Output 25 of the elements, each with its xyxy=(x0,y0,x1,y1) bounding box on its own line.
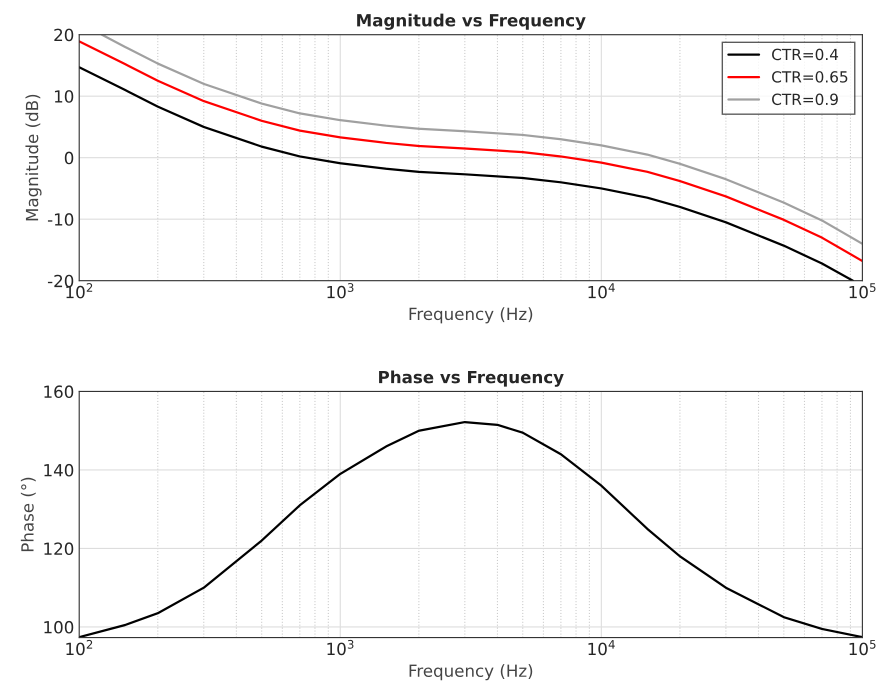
y-tick-label: 160 xyxy=(44,385,74,398)
y-tick-label: -20 xyxy=(48,274,74,288)
x-tick-label: 10$^{4}$ xyxy=(588,640,615,656)
chart-title: Magnitude vs Frequency xyxy=(357,14,586,30)
y-axis-title: Magnitude (dB) xyxy=(25,94,42,220)
y-tick-label: -10 xyxy=(48,213,74,226)
legend-label: CTR=0.9 xyxy=(772,94,838,106)
x-axis-title: Frequency (Hz) xyxy=(410,307,532,324)
y-tick-label: 140 xyxy=(44,464,74,477)
x-tick-label: 10$^{5}$ xyxy=(850,640,876,656)
legend-label: CTR=0.65 xyxy=(772,71,848,83)
x-tick-label: 10$^{5}$ xyxy=(850,283,876,298)
y-tick-label: 10 xyxy=(54,90,74,103)
x-axis-title: Frequency (Hz) xyxy=(410,664,532,680)
y-tick-label: 100 xyxy=(44,620,74,634)
x-tick-label: 10$^{3}$ xyxy=(327,640,354,656)
x-tick-label: 10$^{4}$ xyxy=(588,283,615,298)
x-tick-label: 10$^{3}$ xyxy=(327,283,354,298)
y-tick-label: 0 xyxy=(64,152,74,164)
legend-label: CTR=0.4 xyxy=(772,48,838,60)
y-tick-label: 20 xyxy=(54,28,74,42)
y-axis-title: Phase (°) xyxy=(20,478,36,552)
x-tick-label: 10$^{2}$ xyxy=(66,640,92,656)
y-tick-label: 120 xyxy=(44,542,74,556)
chart-title: Phase vs Frequency xyxy=(379,370,564,387)
